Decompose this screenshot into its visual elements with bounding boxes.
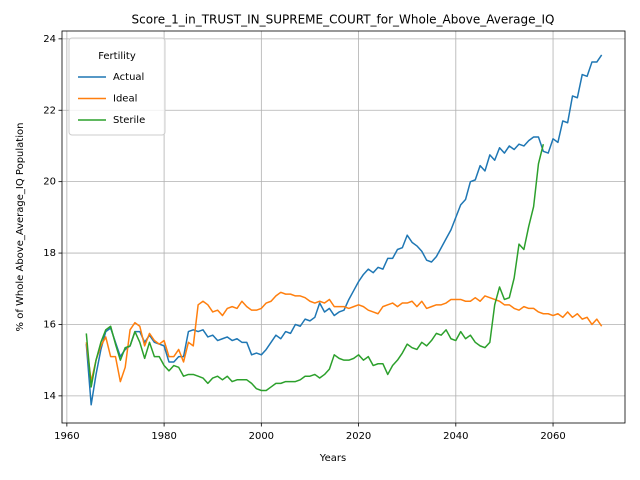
x-axis-label: Years bbox=[319, 453, 346, 464]
x-tick-label: 2020 bbox=[346, 431, 371, 442]
y-tick-label: 24 bbox=[43, 34, 56, 45]
legend-box bbox=[68, 37, 166, 136]
line-series bbox=[85, 143, 545, 392]
y-tick-label: 22 bbox=[43, 105, 56, 116]
x-tick-label: 1980 bbox=[151, 431, 176, 442]
y-tick-label: 16 bbox=[43, 319, 56, 330]
y-tick-label: 20 bbox=[43, 177, 56, 188]
legend-title: Fertility bbox=[98, 51, 136, 62]
line-series bbox=[85, 291, 603, 383]
legend-label: Sterile bbox=[113, 115, 145, 126]
y-tick-label: 14 bbox=[43, 391, 56, 402]
legend-label: Ideal bbox=[113, 94, 137, 105]
x-tick-label: 2000 bbox=[249, 431, 274, 442]
line-series bbox=[85, 54, 603, 406]
chart-title: Score_1_in_TRUST_IN_SUPREME_COURT_for_Wh… bbox=[132, 13, 555, 27]
y-tick-label: 18 bbox=[43, 248, 56, 259]
x-tick-label: 2060 bbox=[540, 431, 565, 442]
x-tick-label: 2040 bbox=[443, 431, 468, 442]
x-tick-label: 1960 bbox=[54, 431, 79, 442]
legend-label: Actual bbox=[113, 72, 144, 83]
plot-frame bbox=[61, 30, 626, 424]
y-axis-label: % of Whole Above_Average_IQ Population bbox=[15, 123, 26, 332]
